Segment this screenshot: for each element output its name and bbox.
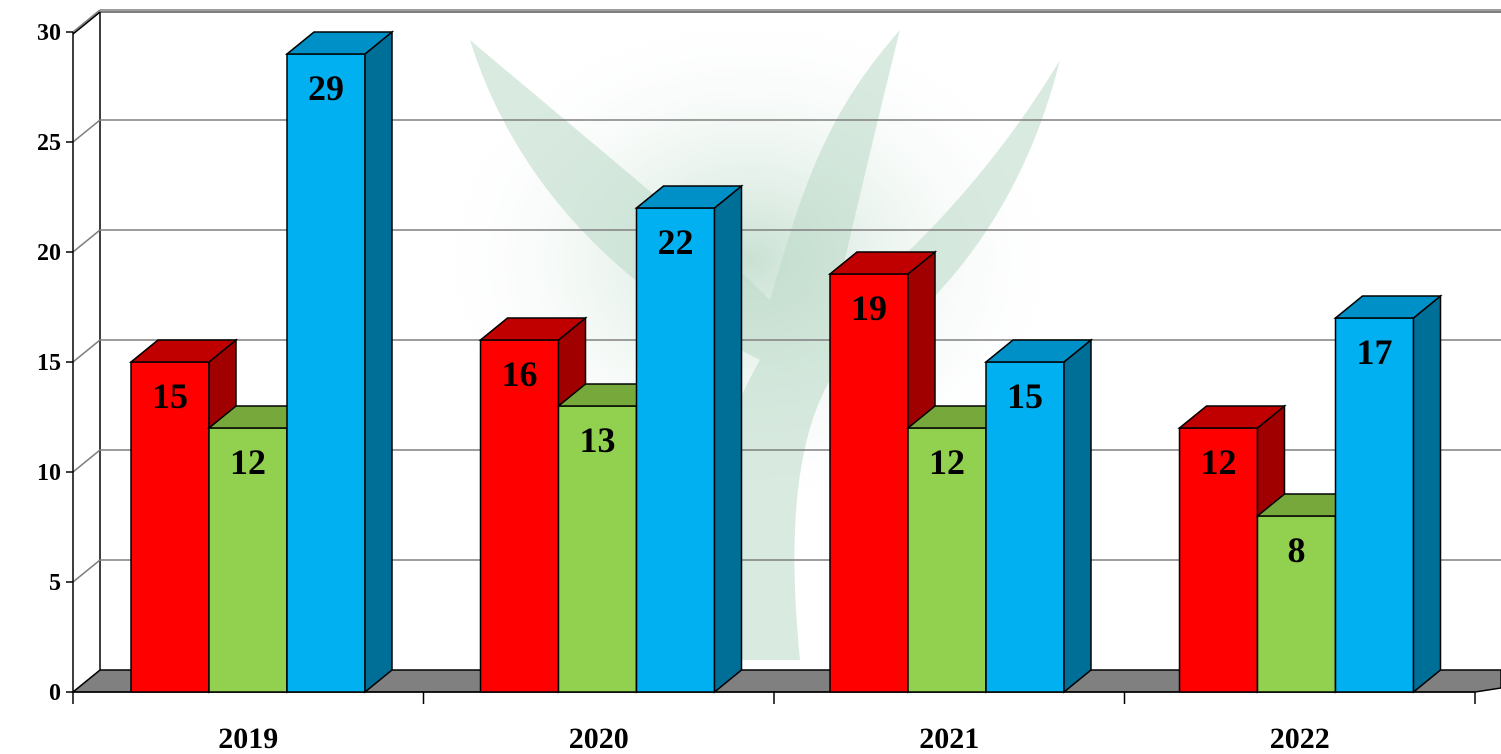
x-tick-label-2019: 2019 [218, 722, 278, 754]
bar-front-2021-s3 [985, 361, 1065, 693]
data-label-2019-s3: 29 [308, 68, 344, 108]
gridline-diagonal-1 [72, 559, 101, 583]
data-label-2019-s2: 12 [230, 442, 266, 482]
data-label-2022-s2: 8 [1288, 530, 1306, 570]
data-label-2019-s1: 15 [152, 376, 188, 416]
x-axis: 2019 2020 2021 2022 [72, 691, 1476, 754]
y-tick-label-4: 20 [37, 240, 61, 266]
bar-top-2021-s3 [983, 339, 1094, 363]
data-label-2020-s3: 22 [658, 222, 694, 262]
bar-front-2019-s1 [130, 361, 210, 693]
x-tick-label-2021: 2021 [919, 722, 979, 754]
chart-frame [72, 11, 1501, 672]
gridline-diagonal-2 [72, 449, 101, 473]
bars [128, 30, 1443, 694]
data-label-2021-s2: 12 [929, 442, 965, 482]
bar-2020-s3 [634, 184, 744, 694]
data-label-2022-s1: 12 [1201, 442, 1237, 482]
bar-side-2019-s3 [364, 30, 393, 694]
gridline-diagonal-6 [72, 9, 101, 33]
y-tick-label-3: 15 [37, 350, 61, 376]
bar-top-2019-s1 [128, 339, 239, 363]
y-tick-label-2: 10 [37, 460, 61, 486]
bar-front-2022-s3 [1334, 317, 1415, 693]
bar-front-2020-s3 [635, 207, 716, 693]
gridline-diagonal-4 [72, 229, 101, 253]
bar-top-2021-s1 [827, 251, 938, 275]
data-labels: 15 12 29 16 13 22 19 12 15 12 8 17 [152, 68, 1393, 570]
x-tick-label-2020: 2020 [569, 722, 629, 754]
bar-top-2020-s1 [478, 317, 588, 341]
gridline-diagonal-5 [72, 119, 101, 143]
data-label-2020-s2: 13 [580, 420, 616, 460]
y-tick-label-6: 30 [37, 20, 61, 46]
y-tick-label-0: 0 [49, 680, 61, 706]
bar-top-2022-s3 [1333, 295, 1443, 319]
watermark-shape [470, 30, 1060, 660]
bar-side-2022-s3 [1412, 294, 1442, 694]
bar-front-2020-s2 [557, 405, 638, 693]
y-tick-label-1: 5 [49, 570, 61, 596]
bar-side-2020-s3 [713, 184, 743, 694]
bar-2019-s3 [284, 30, 395, 694]
side-wall-top [72, 11, 101, 35]
bar-front-2019-s3 [286, 53, 366, 693]
bar-top-2020-s3 [634, 185, 744, 209]
gridline-diagonal-3 [72, 339, 101, 363]
y-axis: 0 5 10 15 20 25 30 [37, 20, 74, 706]
bar-2021-s3 [983, 338, 1094, 694]
x-tick-label-2022: 2022 [1270, 722, 1330, 754]
data-label-2020-s1: 16 [502, 354, 538, 394]
bar-front-2020-s1 [479, 339, 560, 693]
bar-side-2021-s3 [1063, 338, 1092, 694]
bar-top-2022-s1 [1177, 405, 1287, 429]
y-tick-label-5: 25 [37, 130, 61, 156]
data-label-2022-s3: 17 [1357, 332, 1393, 372]
data-label-2021-s1: 19 [851, 288, 887, 328]
bar-top-2019-s3 [284, 31, 395, 55]
bar-front-2021-s1 [829, 273, 909, 693]
bar-front-2021-s2 [907, 427, 987, 693]
bar-2022-s3 [1333, 294, 1443, 694]
bar-front-2022-s1 [1178, 427, 1259, 693]
data-label-2021-s3: 15 [1007, 376, 1043, 416]
